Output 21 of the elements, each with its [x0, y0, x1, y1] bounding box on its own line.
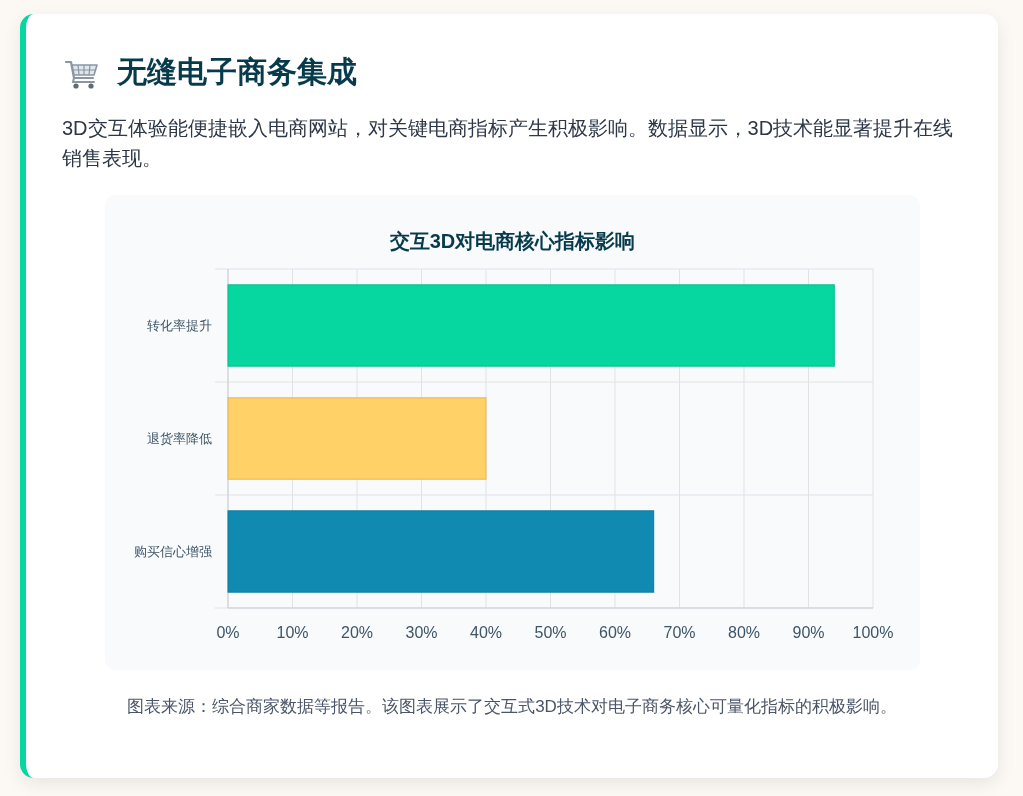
x-tick-label: 80%	[727, 624, 761, 641]
y-tick-label: 购买信心增强	[134, 544, 212, 560]
chart-title: 交互3D对电商核心指标影响	[388, 230, 636, 252]
x-tick-label: 0%	[216, 624, 240, 641]
x-tick-label: 30%	[405, 624, 438, 641]
text: 无缝电子商务集成	[117, 55, 357, 89]
x-tick-label: 60%	[598, 624, 632, 641]
x-tick-label: 70%	[663, 624, 696, 641]
x-tick-label: 20%	[340, 624, 374, 641]
x-tick-label: 10%	[276, 624, 309, 641]
y-tick-label: 退货率降低	[147, 431, 212, 447]
x-tick-label: 40%	[469, 624, 503, 641]
bar	[227, 284, 835, 367]
bar	[227, 397, 487, 480]
text: 3D交互体验能便捷嵌入电商网站，对关键电商指标产生积极影响。数据显示，3D技术能显著提升在线销售表现。	[62, 116, 955, 171]
x-tick-label: 50%	[534, 624, 567, 641]
x-tick-label: 100%	[852, 624, 894, 641]
text: 图表来源：综合商家数据等报告。该图表展示了交互式3D技术对电子商务核心可量化指标的积极影响。	[126, 696, 898, 718]
x-tick-label: 90%	[792, 624, 825, 641]
bar	[227, 510, 655, 593]
y-tick-label: 转化率提升	[147, 318, 212, 334]
